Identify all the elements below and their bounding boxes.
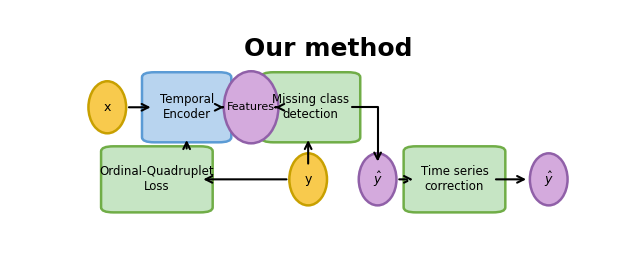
Text: y: y <box>305 173 312 186</box>
FancyBboxPatch shape <box>101 146 212 212</box>
FancyBboxPatch shape <box>261 72 360 142</box>
Text: Temporal
Encoder: Temporal Encoder <box>159 93 214 121</box>
Ellipse shape <box>530 153 568 205</box>
Text: Time series
correction: Time series correction <box>420 165 488 193</box>
Text: x: x <box>104 101 111 114</box>
Text: Our method: Our method <box>244 37 412 61</box>
Text: Features: Features <box>227 102 275 112</box>
Text: Missing class
detection: Missing class detection <box>272 93 349 121</box>
Text: Ordinal-Quadruplet
Loss: Ordinal-Quadruplet Loss <box>100 165 214 193</box>
FancyBboxPatch shape <box>404 146 506 212</box>
Ellipse shape <box>289 153 327 205</box>
Ellipse shape <box>359 153 396 205</box>
Text: $\hat{y}$: $\hat{y}$ <box>544 170 554 189</box>
Ellipse shape <box>88 81 126 133</box>
Text: $\hat{y}$: $\hat{y}$ <box>372 170 383 189</box>
FancyBboxPatch shape <box>142 72 231 142</box>
Ellipse shape <box>224 71 278 143</box>
